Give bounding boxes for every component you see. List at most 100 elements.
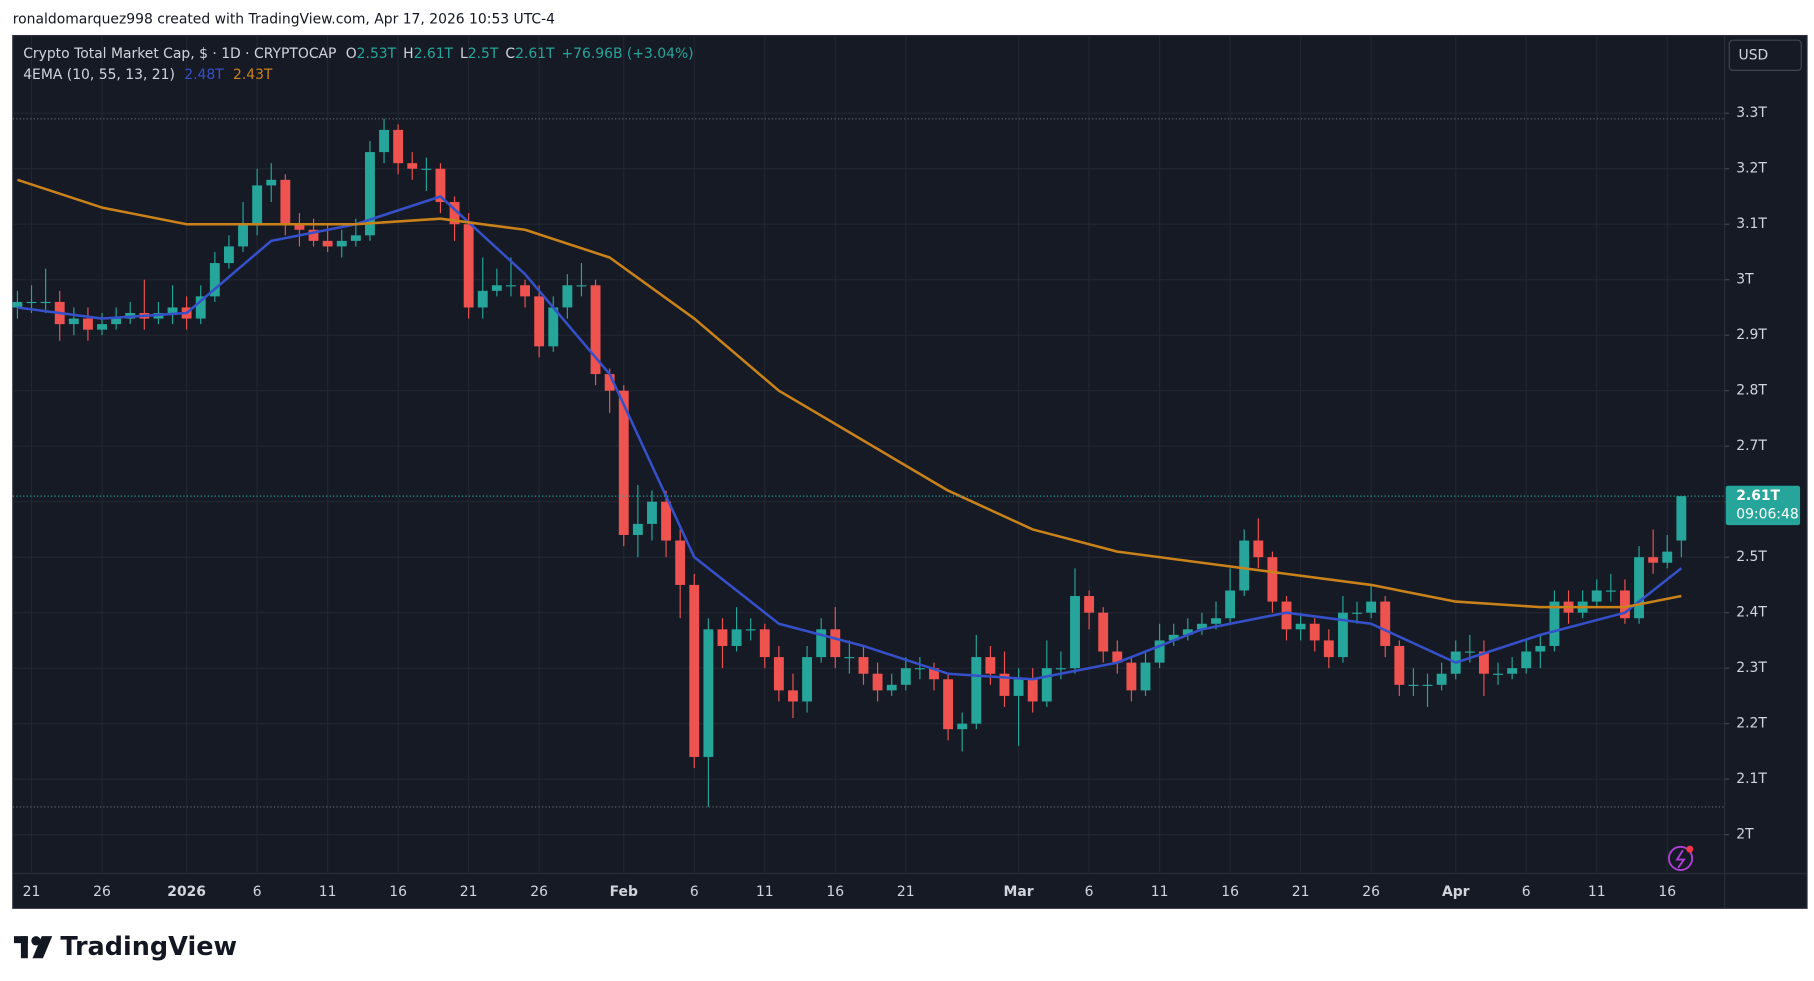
candle-body [1225, 590, 1236, 619]
legend-change: +76.96B (+3.04%) [562, 46, 694, 62]
logo-shape [20, 936, 28, 959]
candle-body [350, 235, 361, 241]
candle-body [534, 296, 545, 347]
candle-body [773, 657, 784, 691]
candle-body [1140, 662, 1151, 691]
candle-body [1352, 612, 1362, 614]
candle-body [618, 390, 629, 535]
candle-body [943, 679, 954, 730]
x-tick-label: 11 [319, 884, 337, 900]
legend-key: L [460, 46, 468, 62]
legend-title: Crypto Total Market Cap, $ · 1D · CRYPTO… [23, 46, 336, 62]
legend-indicator: 4EMA (10, 55, 13, 21) 2.48T 2.43T [23, 67, 273, 83]
y-tick-label: 2.3T [1736, 660, 1767, 676]
candle-body [1196, 623, 1207, 630]
x-tick-label: 16 [389, 884, 407, 900]
alert-icon-ring[interactable] [1667, 845, 1694, 871]
alert-icon-bolt[interactable] [1675, 849, 1686, 869]
candle-body [435, 168, 446, 203]
candle-body [661, 501, 672, 541]
candle-body [647, 501, 657, 524]
y-tick-label: 2.4T [1736, 605, 1767, 621]
candle-body [1337, 612, 1348, 658]
legend-ohlc: Crypto Total Market Cap, $ · 1D · CRYPTO… [23, 46, 693, 62]
candle-body [68, 318, 79, 325]
ema-line [17, 178, 1682, 609]
candle-body [26, 301, 37, 304]
x-tick-label: 21 [897, 884, 915, 900]
legend-key: H [403, 46, 413, 62]
candle-body [759, 629, 770, 658]
x-tick-label: 16 [1658, 884, 1676, 900]
x-tick-label: 21 [1292, 884, 1310, 900]
candle-body [1605, 590, 1616, 592]
candle-body [802, 657, 813, 702]
candle-body [1323, 640, 1334, 658]
candle-body [280, 179, 291, 225]
x-tick-label: 11 [1588, 884, 1606, 900]
indicator-name: 4EMA (10, 55, 13, 21) [23, 67, 175, 83]
candle-body [1394, 645, 1405, 685]
x-tick-label: 16 [1221, 884, 1239, 900]
x-tick-label: 2026 [167, 884, 206, 900]
y-tick-label: 3.3T [1736, 105, 1767, 121]
y-tick-label: 3T [1736, 272, 1754, 288]
candle-body [1168, 634, 1179, 641]
x-tick-label: 11 [756, 884, 774, 900]
candle-body [1366, 601, 1377, 613]
y-tick-label: 3.1T [1736, 216, 1767, 232]
countdown-label: 09:06:48 [1736, 507, 1798, 523]
current-price-label: 2.61T [1736, 488, 1780, 504]
candle-body [703, 629, 714, 757]
candle-body [224, 246, 234, 264]
candle-body [1098, 612, 1109, 652]
candle-body [82, 318, 93, 330]
candle-body [209, 263, 220, 297]
candle-body [1295, 623, 1306, 630]
logo-shape [31, 936, 41, 946]
alert-icon-dot[interactable] [1686, 845, 1694, 853]
candle-body [379, 129, 389, 153]
candle-body [576, 285, 587, 287]
candle-body [407, 163, 418, 169]
alert-icon[interactable] [1667, 845, 1694, 871]
candle-body [1662, 551, 1673, 563]
currency-box [1728, 39, 1802, 71]
candle-body [632, 523, 643, 535]
x-tick-label: 6 [253, 884, 262, 900]
candle-body [844, 657, 855, 659]
candle-body [971, 657, 982, 724]
candle-body [1253, 540, 1264, 558]
candle-body [1239, 540, 1250, 591]
candle-body [1591, 590, 1602, 602]
x-tick-label: 6 [1085, 884, 1094, 900]
candle-body [365, 152, 375, 236]
candle-body [1126, 662, 1137, 691]
candle-body [929, 668, 939, 680]
indicator-value: 2.48T [184, 67, 224, 83]
current-price-box [1725, 485, 1801, 526]
x-tick-label: 11 [1151, 884, 1169, 900]
legend-value: 2.61T [515, 46, 555, 62]
candle-body [97, 324, 107, 330]
candle-body [266, 179, 277, 186]
candle-body [1267, 557, 1278, 602]
candle-body [12, 301, 23, 308]
candle-body [491, 285, 502, 291]
candle-body [1634, 557, 1644, 619]
candle-body [1070, 596, 1080, 669]
candle-body [1535, 645, 1546, 652]
candle-body [1493, 673, 1503, 675]
candle-body [1013, 679, 1024, 696]
candle-body [477, 290, 488, 308]
currency-label[interactable]: USD [1739, 47, 1769, 63]
candle-body [111, 318, 122, 325]
candle-body [1380, 601, 1391, 646]
candle-body [548, 307, 559, 347]
y-tick-label: 2.5T [1736, 549, 1767, 565]
candle-body [1154, 640, 1165, 663]
logo-text: TradingView [60, 932, 237, 962]
y-tick-label: 3.2T [1736, 161, 1767, 177]
y-tick-label: 2.7T [1736, 438, 1767, 454]
candle-body [1112, 651, 1123, 663]
